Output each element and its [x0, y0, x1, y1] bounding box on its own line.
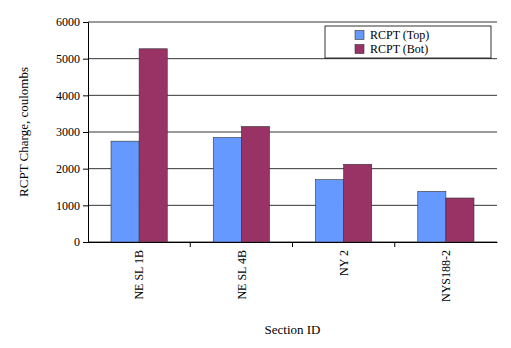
tick-label: NE SL 1B	[132, 250, 146, 300]
bar	[418, 191, 446, 242]
tick: 6000	[56, 15, 88, 29]
tick: 1000	[56, 199, 88, 213]
legend-label: RCPT (Top)	[370, 28, 429, 42]
bar	[446, 198, 474, 242]
tick-mark	[83, 59, 88, 60]
tick-label: NYS188-2	[439, 250, 453, 302]
legend-label: RCPT (Bot)	[370, 42, 428, 56]
bar	[139, 49, 167, 242]
tick-label: 2000	[56, 162, 80, 176]
x-axis: NE SL 1B NE SL 4B NY 2 NYS188-2	[89, 242, 498, 302]
tick-mark	[83, 22, 88, 23]
tick-label: NY 2	[337, 250, 351, 276]
axis-line	[83, 23, 89, 243]
tick-label: NE SL 4B	[235, 250, 249, 300]
y-axis-title: RCPT Charge, coulombs	[16, 67, 31, 197]
tick-mark	[83, 169, 88, 170]
tick: 3000	[56, 125, 88, 139]
bar	[344, 164, 372, 242]
tick-label: 3000	[56, 125, 80, 139]
tick: 5000	[56, 52, 88, 66]
bar-series	[139, 49, 474, 242]
legend-item: RCPT (Top)	[355, 28, 429, 42]
category-separator	[190, 242, 191, 247]
bar	[241, 127, 269, 243]
legend-swatch	[355, 31, 364, 40]
tick-label: 0	[74, 235, 80, 249]
legend: RCPT (Top)RCPT (Bot)	[325, 26, 491, 58]
tick: 0	[74, 235, 88, 249]
bar	[316, 180, 344, 242]
tick-mark	[83, 242, 88, 243]
tick-label: 4000	[56, 89, 80, 103]
tick: NE SL 1B	[132, 242, 146, 300]
category-separator	[394, 242, 395, 247]
tick: NE SL 4B	[190, 242, 248, 300]
tick-label: 6000	[56, 15, 80, 29]
bar	[111, 141, 139, 242]
tick: 2000	[56, 162, 88, 176]
legend-item: RCPT (Bot)	[355, 42, 428, 56]
tick-mark	[83, 205, 88, 206]
tick-mark	[83, 132, 88, 133]
plot: 0 1000 2000 3000 4000 5000 6000 NE SL 1B NE SL 4…	[56, 15, 498, 302]
tick: NY 2	[293, 242, 351, 276]
x-axis-title: Section ID	[265, 322, 321, 337]
bar	[213, 138, 241, 243]
tick-mark	[83, 95, 88, 96]
bars	[111, 49, 474, 242]
grid-line	[88, 22, 497, 23]
legend-swatch	[355, 45, 364, 54]
tick: 4000	[56, 89, 88, 103]
tick-label: 1000	[56, 199, 80, 213]
tick-label: 5000	[56, 52, 80, 66]
legend-box	[325, 26, 491, 58]
category-separator	[292, 242, 293, 247]
tick: NYS188-2	[395, 242, 453, 302]
grid	[88, 22, 497, 242]
chart: 0 1000 2000 3000 4000 5000 6000 NE SL 1B NE SL 4…	[0, 0, 511, 348]
y-axis: 0 1000 2000 3000 4000 5000 6000	[56, 15, 89, 249]
